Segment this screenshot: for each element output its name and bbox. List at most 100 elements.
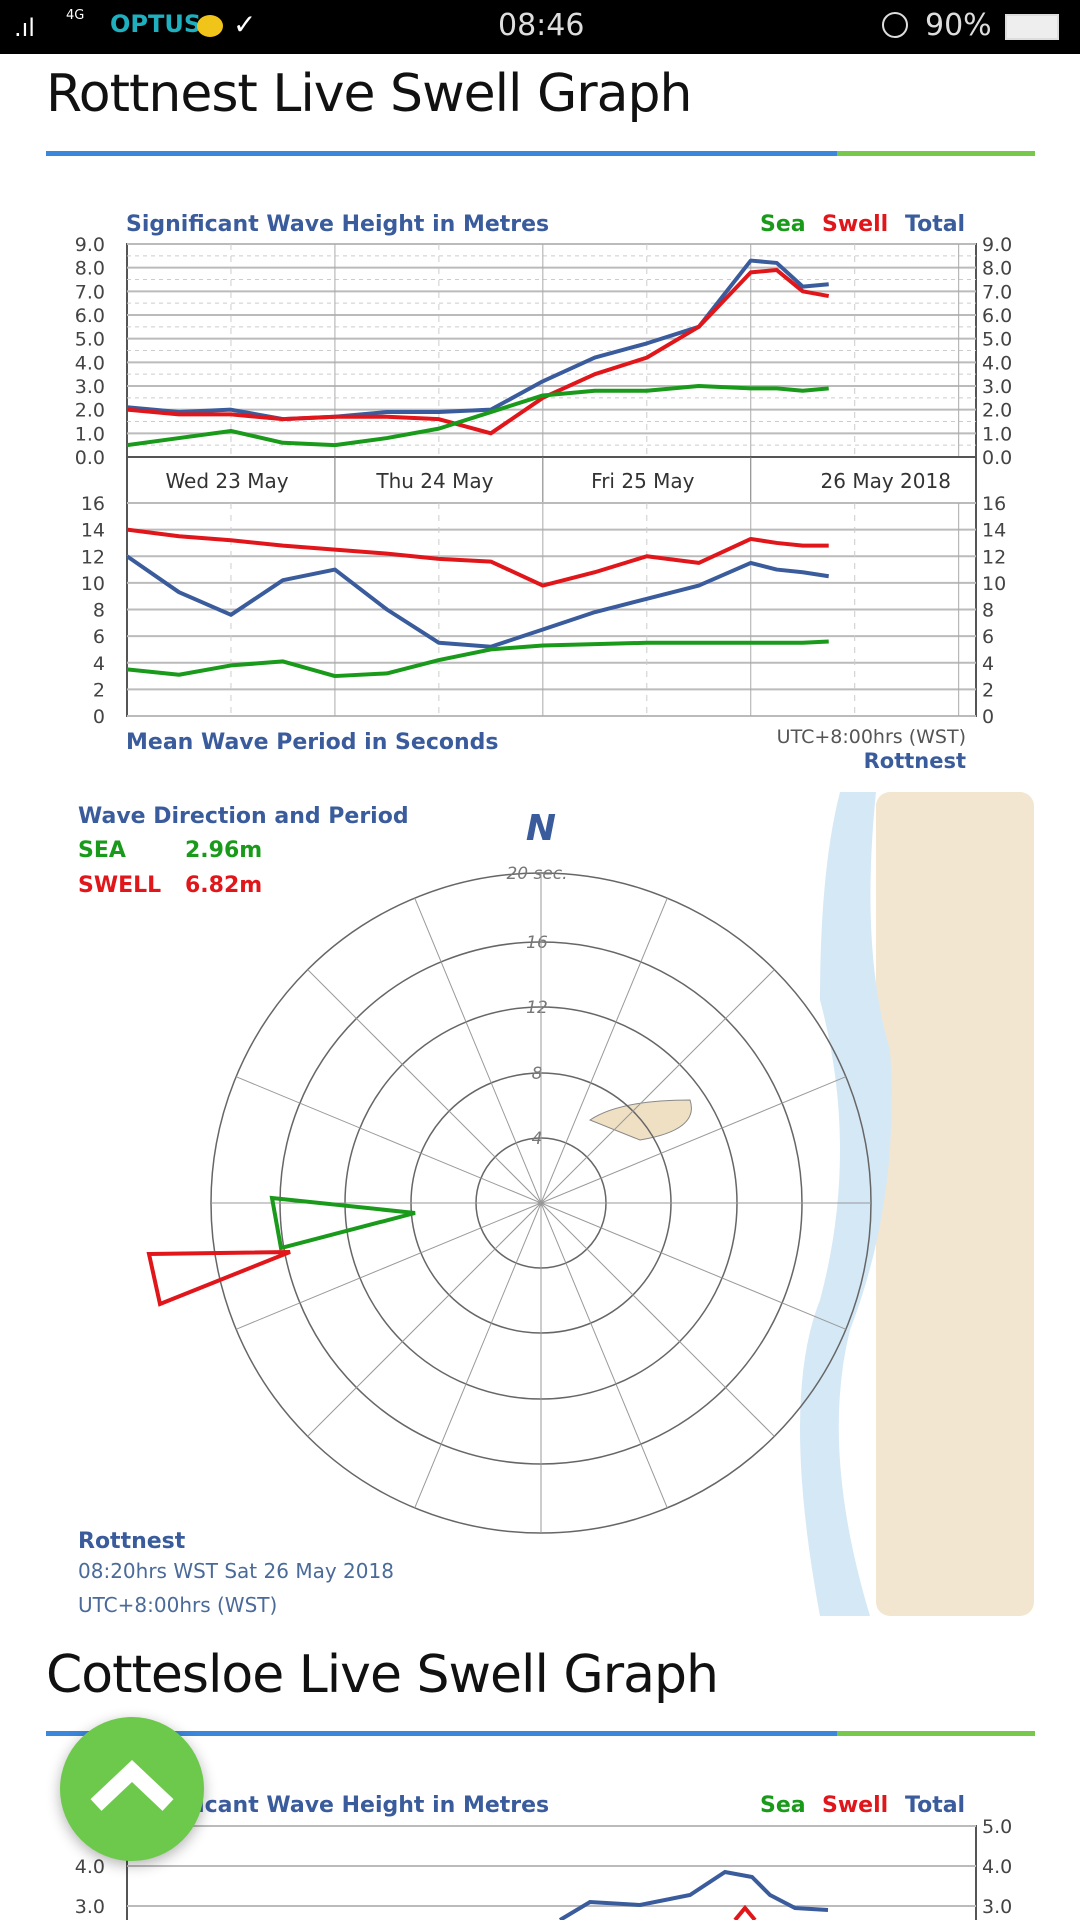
y-tick-label: 5.0 (75, 329, 105, 351)
ring-label: 16 (526, 933, 548, 953)
y-tick-label: 6 (93, 626, 105, 648)
battery-icon (1005, 14, 1059, 40)
series-line-swell (733, 1904, 757, 1920)
y-tick-label: 0.0 (982, 447, 1012, 469)
y-tick-label: 1.0 (982, 423, 1012, 445)
y-tick-label: 4.0 (75, 1856, 105, 1878)
battery-percent: 90% (925, 8, 992, 43)
timestamp: 08:20hrs WST Sat 26 May 2018 (78, 1559, 394, 1583)
ring-label: 4 (532, 1129, 543, 1149)
legend-sea: Sea (760, 212, 806, 237)
x-tick-label: Wed 23 May (165, 469, 288, 493)
location-label: Rottnest (78, 1529, 186, 1554)
y-tick-label: 2.0 (75, 400, 105, 422)
scroll-to-top-button[interactable] (60, 1717, 204, 1861)
y-tick-label: 0.0 (75, 447, 105, 469)
legend-swell: Swell (822, 212, 888, 237)
sea-value: 2.96m (185, 838, 262, 863)
timezone-note: UTC+8:00hrs (WST) (78, 1593, 277, 1617)
y-tick-label: 4.0 (982, 352, 1012, 374)
chevron-up-icon (90, 1759, 174, 1811)
y-tick-label: 4 (93, 653, 105, 675)
ring-label: 8 (532, 1064, 543, 1084)
y-tick-label: 3.0 (982, 1896, 1012, 1918)
carrier-logo-icon (197, 15, 223, 37)
y-tick-label: 4.0 (982, 1856, 1012, 1878)
y-tick-label: 14 (81, 520, 105, 542)
polar-spoke (414, 897, 668, 1509)
y-tick-label: 6 (982, 626, 994, 648)
series-line-sea (126, 384, 829, 448)
section-title: Rottnest Live Swell Graph (46, 64, 693, 124)
chart-title: Mean Wave Period in Seconds (126, 730, 498, 755)
map-land (876, 792, 1034, 1616)
carrier-name: OPTUS (110, 10, 202, 38)
sea-label: SEA (78, 838, 126, 863)
legend-sea: Sea (760, 1793, 806, 1818)
y-tick-label: 8.0 (982, 258, 1012, 280)
x-tick-label: Fri 25 May (591, 469, 695, 493)
y-tick-label: 0 (982, 706, 994, 728)
swell-label: SWELL (78, 873, 161, 898)
ring-label: 12 (526, 998, 548, 1018)
section-title: Cottesloe Live Swell Graph (46, 1645, 719, 1705)
y-tick-label: 6.0 (982, 305, 1012, 327)
legend-total: Total (905, 1793, 965, 1818)
y-tick-label: 14 (982, 520, 1006, 542)
north-label: N (526, 808, 556, 849)
legend-total: Total (905, 212, 965, 237)
y-tick-label: 2.0 (982, 400, 1012, 422)
legend-swell: Swell (822, 1793, 888, 1818)
date-axis (126, 456, 977, 504)
y-tick-label: 12 (81, 546, 105, 568)
clock: 08:46 (498, 8, 585, 43)
swell-direction-arrow (146, 1250, 291, 1307)
y-tick-label: 12 (982, 546, 1006, 568)
y-tick-label: 10 (982, 573, 1006, 595)
y-tick-label: 16 (81, 493, 105, 515)
series-line-total (126, 258, 829, 422)
location-label: Rottnest (864, 749, 966, 773)
y-tick-label: 7.0 (982, 281, 1012, 303)
x-tick-label: Thu 24 May (375, 469, 493, 493)
y-tick-label: 2 (93, 679, 105, 701)
series-line-total (558, 1869, 829, 1920)
network-type: 4G (66, 8, 85, 23)
series-line-swell (126, 527, 829, 588)
series-line-total (125, 554, 830, 649)
y-tick-label: 3.0 (982, 376, 1012, 398)
plot-area (126, 1825, 977, 1920)
y-tick-label: 5.0 (982, 329, 1012, 351)
status-bar: .ıl 4G OPTUS ✓ 08:46 90% (0, 0, 1080, 54)
y-tick-label: 8.0 (75, 258, 105, 280)
x-tick-label: 26 May 2018 (821, 469, 951, 493)
y-tick-label: 3.0 (75, 376, 105, 398)
y-tick-label: 4 (982, 653, 994, 675)
y-tick-label: 9.0 (75, 234, 105, 256)
ring-label: 20 sec. (506, 864, 567, 884)
signal-icon: .ıl (14, 14, 35, 42)
notification-icon: ✓ (233, 8, 257, 41)
section-divider (46, 1731, 1035, 1736)
timezone-note: UTC+8:00hrs (WST) (777, 726, 966, 748)
direction-title: Wave Direction and Period (78, 804, 409, 829)
y-tick-label: 2 (982, 679, 994, 701)
y-tick-label: 7.0 (75, 281, 105, 303)
y-tick-label: 3.0 (75, 1896, 105, 1918)
sea-direction-arrow (269, 1195, 416, 1251)
chart-title: Significant Wave Height in Metres (126, 212, 549, 237)
swell-value: 6.82m (185, 873, 262, 898)
y-tick-label: 0 (93, 706, 105, 728)
map-water-shallow (800, 792, 892, 1616)
series-line-sea (126, 639, 829, 679)
section-divider (46, 151, 1035, 156)
y-tick-label: 8 (93, 600, 105, 622)
y-tick-label: 16 (982, 493, 1006, 515)
y-tick-label: 6.0 (75, 305, 105, 327)
y-tick-label: 4.0 (75, 352, 105, 374)
y-tick-label: 9.0 (982, 234, 1012, 256)
y-tick-label: 5.0 (982, 1816, 1012, 1838)
y-tick-label: 8 (982, 600, 994, 622)
y-tick-label: 10 (81, 573, 105, 595)
